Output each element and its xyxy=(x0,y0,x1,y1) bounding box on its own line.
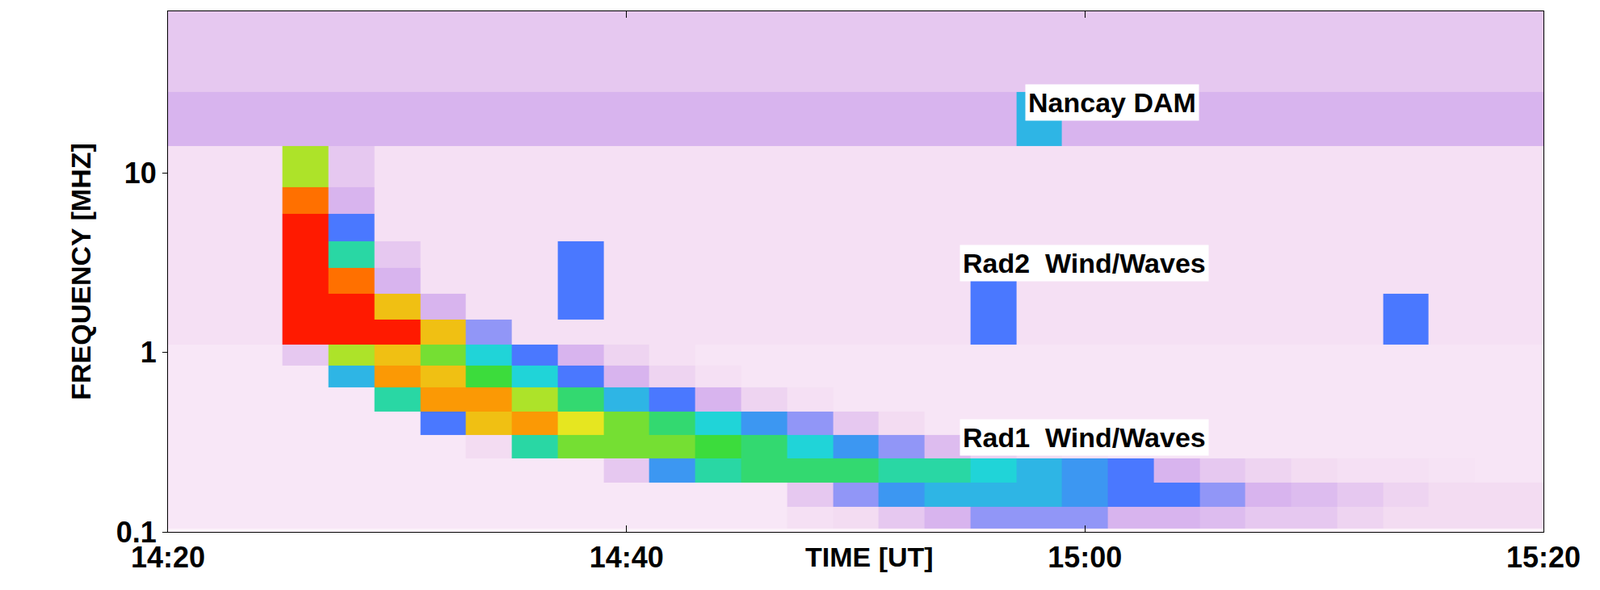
svg-text:10: 10 xyxy=(124,156,157,190)
svg-text:0.1: 0.1 xyxy=(116,516,157,550)
svg-text:Rad1 Wind/Waves: Rad1 Wind/Waves xyxy=(962,422,1206,454)
svg-text:Rad2 Wind/Waves: Rad2 Wind/Waves xyxy=(962,247,1206,279)
svg-text:FREQUENCY [MHZ]: FREQUENCY [MHZ] xyxy=(65,142,97,401)
svg-text:15:00: 15:00 xyxy=(1047,541,1122,575)
svg-text:Nancay DAM: Nancay DAM xyxy=(1028,87,1197,118)
svg-text:TIME [UT]: TIME [UT] xyxy=(805,541,934,573)
svg-text:1: 1 xyxy=(140,335,157,370)
svg-text:14:40: 14:40 xyxy=(589,541,664,575)
svg-text:15:20: 15:20 xyxy=(1506,541,1581,575)
svg-text:14:20: 14:20 xyxy=(130,541,206,575)
